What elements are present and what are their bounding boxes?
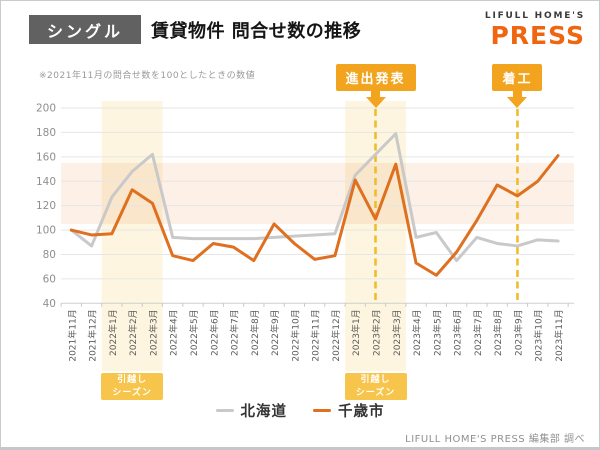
y-axis-tick-label: 160 [36,151,56,163]
season-label-line1: 引越し [117,375,148,385]
chart-legend: 北海道 千歳市 [1,400,599,421]
legend-item-hokkaido: 北海道 [215,400,288,421]
event-flag-label: 着工 [492,64,543,91]
series-line-北海道 [69,132,560,263]
x-axis-label: 2022年3月 [147,309,159,356]
hokkaido-line-swatch [215,408,234,413]
page-title: 賃貸物件 問合せ数の推移 [151,21,362,42]
y-axis-tick-label: 120 [36,200,56,212]
x-axis-label: 2021年12月 [87,309,99,361]
flag-arrow-stem [370,91,380,97]
season-label-line2: シーズン [355,388,396,398]
x-axis-label: 2023年8月 [492,309,504,356]
x-axis-label: 2022年4月 [168,309,180,356]
x-axis-label: 2023年11月 [553,309,565,361]
y-axis-tick-label: 200 [36,103,56,115]
season-label-line1: 引越し [360,375,391,385]
event-flag-label: 進出発表 [335,64,416,91]
x-axis-label: 2023年6月 [452,309,464,356]
x-axis-label: 2023年3月 [391,309,403,356]
x-axis-label: 2022年11月 [310,309,322,361]
y-axis-tick-label: 100 [36,225,56,237]
x-axis-label: 2023年1月 [350,309,362,356]
y-axis-tick-label: 180 [36,127,56,139]
x-axis-label: 2023年5月 [431,309,443,356]
x-axis-label: 2022年10月 [289,309,301,361]
x-axis-label: 2022年6月 [208,309,220,356]
x-axis-label: 2022年5月 [188,309,200,356]
index-base-note: ※2021年11月の問合せ数を100としたときの数値 [39,71,256,81]
logo-brand-text: LIFULL HOME'S [484,11,585,21]
y-axis-tick-label: 140 [36,176,56,188]
x-axis-label: 2023年7月 [472,309,484,356]
season-highlight-band [101,101,163,371]
y-axis-tick-label: 80 [43,249,56,261]
y-axis-tick-label: 40 [43,298,56,310]
x-axis-label: 2023年10月 [533,309,545,361]
x-axis-label: 2022年2月 [127,309,139,356]
legend-label: 北海道 [240,404,287,420]
value-highlight-band [61,162,574,224]
source-credit: LIFULL HOME'S PRESS 編集部 調べ [405,434,585,445]
moving-season-label: 引越し シーズン [101,373,164,400]
x-axis-label: 2022年12月 [330,309,342,361]
event-flag-announcement: 進出発表 [335,64,416,108]
lifull-homes-press-logo: LIFULL HOME'S PRESS [484,11,585,50]
y-axis-tick-label: 60 [43,273,56,285]
event-flag-groundbreaking: 着工 [492,64,543,108]
x-axis-label: 2022年7月 [229,309,241,356]
category-badge: シングル [29,15,141,44]
down-arrow-icon [507,97,528,108]
x-axis-label: 2022年1月 [107,309,119,356]
x-axis-label: 2022年8月 [249,309,261,356]
x-axis-label: 2023年9月 [512,309,524,356]
season-label-line2: シーズン [112,388,152,398]
x-axis-label: 2023年2月 [371,309,383,356]
legend-item-chitose: 千歳市 [313,400,385,421]
flag-arrow-stem [512,91,522,97]
x-axis-label: 2023年4月 [411,309,423,356]
x-axis-label: 2022年9月 [269,309,281,356]
down-arrow-icon [365,97,386,108]
chitose-line-swatch [313,408,331,413]
series-line-千歳市 [69,154,560,277]
logo-press-text: PRESS [490,21,585,50]
moving-season-label: 引越し シーズン [344,373,407,400]
legend-label: 千歳市 [338,404,385,420]
x-axis-label: 2021年11月 [66,309,78,361]
